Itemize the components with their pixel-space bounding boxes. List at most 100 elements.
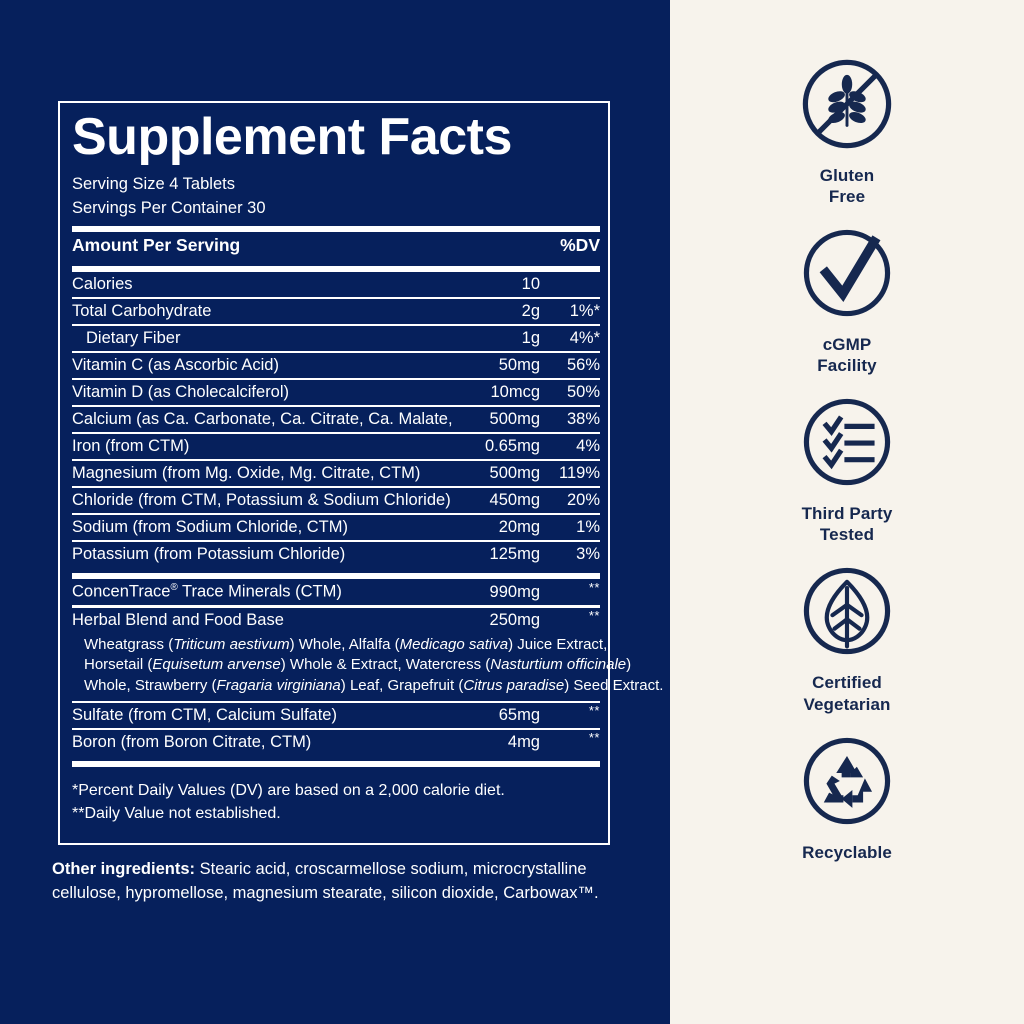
row-daily-value: ** [588, 729, 600, 745]
badge-recyclable: Recyclable [722, 729, 972, 863]
badge-certified-vegetarian: Certified Vegetarian [722, 559, 972, 714]
row-divider [72, 486, 600, 488]
table-row: Boron (from Boron Citrate, CTM) 4mg ** [72, 730, 600, 755]
row-daily-value: 119% [559, 464, 600, 482]
blend-l1-c: ) Juice Extract, [508, 635, 608, 653]
row-amount: 500mg [489, 464, 540, 482]
nutrient-row-list: Calories 10 Total Carbohydrate 2g 1%* Dietary… [72, 272, 600, 567]
blend-l2-b: ) Whole & Extract, Watercress ( [280, 656, 491, 674]
row-amount: 4mg [507, 732, 540, 751]
row-name: ConcenTrace® Trace Minerals (CTM) [72, 582, 342, 601]
badge-recyclable-label: Recyclable [802, 842, 892, 862]
row-daily-value: ** [588, 579, 600, 595]
row-amount: 65mg [498, 705, 540, 724]
servings-per-container-text: Servings Per Container 30 [72, 198, 266, 217]
row-daily-value: 3% [576, 545, 600, 563]
row-daily-value: 38% [566, 410, 600, 428]
supplement-facts-panel: Supplement Facts Serving Size 4 Tablets … [0, 0, 670, 1024]
row-name: Boron (from Boron Citrate, CTM) [72, 732, 312, 751]
row-amount: 500mg [489, 410, 540, 428]
certification-badges-panel: Gluten Free cGMP Facility [670, 0, 1024, 1024]
row-amount: 1g [521, 329, 540, 347]
blend-l3-i1: Fragaria virginiana [216, 676, 341, 694]
row-divider [72, 727, 600, 730]
row-name: Dietary Fiber [86, 329, 181, 347]
row-name: Vitamin C (as Ascorbic Acid) [72, 356, 279, 374]
row-daily-value: 50% [566, 383, 600, 401]
row-amount: 990mg [489, 582, 540, 601]
row-daily-value: ** [588, 702, 600, 718]
row-name: Sulfate (from CTM, Calcium Sulfate) [72, 705, 337, 724]
row-name: Total Carbohydrate [72, 302, 212, 320]
table-row: Dietary Fiber 1g 4%* [72, 326, 600, 351]
footnote-dv-basis: *Percent Daily Values (DV) are based on … [72, 781, 505, 799]
blend-l2-c: ) [626, 656, 632, 674]
row-divider [72, 405, 600, 407]
tail-row-list: Sulfate (from CTM, Calcium Sulfate) 65mg *… [72, 700, 600, 755]
blend-l1-i2: Medicago sativa [399, 635, 509, 653]
row-name: Herbal Blend and Food Base [72, 610, 284, 629]
herbal-blend-line-2: Horsetail (Equisetum arvense) Whole & Ex… [84, 655, 631, 676]
row-daily-value: 1%* [569, 302, 600, 320]
checkmark-circle-icon [803, 229, 891, 317]
leaf-circle-icon [803, 568, 891, 655]
blend-row-list: ConcenTrace® Trace Minerals (CTM) 990mg **… [72, 579, 600, 633]
row-divider [72, 432, 600, 434]
supplement-facts-box: Supplement Facts Serving Size 4 Tablets … [58, 101, 663, 845]
row-name: Chloride (from CTM, Potassium & Sodium C… [72, 491, 451, 509]
blend-l3-b: ) Leaf, Grapefruit ( [340, 676, 464, 694]
footnotes-block: *Percent Daily Values (DV) are based on … [72, 767, 600, 825]
row-name: Vitamin D (as Cholecalciferol) [72, 383, 290, 401]
blend-l3-a: Whole, Strawberry ( [84, 676, 217, 694]
row-amount: 2g [521, 302, 540, 320]
row-amount: 450mg [489, 491, 540, 509]
serving-size-text: Serving Size 4 Tablets [72, 175, 235, 194]
row-name: Sodium (from Sodium Chloride, CTM) [72, 518, 348, 536]
blend-l1-i1: Triticum aestivum [173, 635, 290, 653]
row-amount: 20mg [498, 518, 540, 536]
table-row: Potassium (from Potassium Chloride) 125mg… [72, 542, 600, 567]
row-amount: 50mg [498, 356, 540, 374]
other-ingredients-text: Stearic acid, croscarmellose sodium, mic… [52, 860, 599, 902]
table-row: Total Carbohydrate 2g 1%* [72, 299, 600, 324]
row-divider [72, 540, 600, 542]
table-row: Herbal Blend and Food Base 250mg ** [72, 608, 600, 633]
blend-l2-i1: Equisetum arvense [152, 656, 281, 674]
row-divider [72, 324, 600, 326]
gluten-free-icon [802, 59, 892, 149]
table-row: Calories 10 [72, 272, 600, 297]
table-row: ConcenTrace® Trace Minerals (CTM) 990mg ** [72, 579, 600, 605]
table-row: Sulfate (from CTM, Calcium Sulfate) 65mg *… [72, 703, 600, 728]
row-name: Magnesium (from Mg. Oxide, Mg. Citrate, … [72, 464, 421, 482]
amount-header-label: Amount Per Serving [72, 235, 241, 255]
badge-third-party-tested: Third Party Tested [722, 390, 972, 545]
table-row: Iron (from CTM) 0.65mg 4% [72, 434, 600, 459]
row-amount: 10mcg [490, 383, 540, 401]
row-divider [72, 378, 600, 380]
table-row: Vitamin D (as Cholecalciferol) 10mcg 50% [72, 380, 600, 405]
row-name: Iron (from CTM) [72, 437, 190, 455]
badge-gluten-free-label: Gluten Free [819, 166, 875, 207]
footnote-dv-not-established: **Daily Value not established. [72, 804, 281, 822]
blend-l1-a: Wheatgrass ( [84, 635, 174, 653]
row-daily-value: ** [588, 607, 600, 623]
rule-below-amount-header [72, 266, 600, 272]
badge-cgmp-facility-label: cGMP Facility [817, 335, 877, 376]
row-divider [72, 297, 600, 299]
rule-above-blend [72, 573, 600, 579]
other-ingredients-label: Other ingredients: [52, 860, 196, 878]
table-row: Chloride (from CTM, Potassium & Sodium C… [72, 488, 600, 513]
supplement-facts-content: Supplement Facts Serving Size 4 Tablets … [72, 108, 663, 825]
badge-cgmp-facility: cGMP Facility [722, 221, 972, 376]
blend-l3-c: ) Seed Extract. [564, 676, 664, 694]
rule-above-amount-header [72, 226, 600, 232]
amount-per-serving-header: Amount Per Serving %DV [72, 232, 600, 260]
row-name: Calcium (as Ca. Carbonate, Ca. Citrate, … [72, 410, 454, 428]
row-daily-value: 1% [576, 518, 600, 536]
table-row: Magnesium (from Mg. Oxide, Mg. Citrate, … [72, 461, 600, 486]
row-daily-value: 4%* [569, 329, 600, 347]
table-row: Vitamin C (as Ascorbic Acid) 50mg 56% [72, 353, 600, 378]
dv-header-label: %DV [560, 235, 600, 255]
page-title: Supplement Facts [72, 108, 512, 166]
